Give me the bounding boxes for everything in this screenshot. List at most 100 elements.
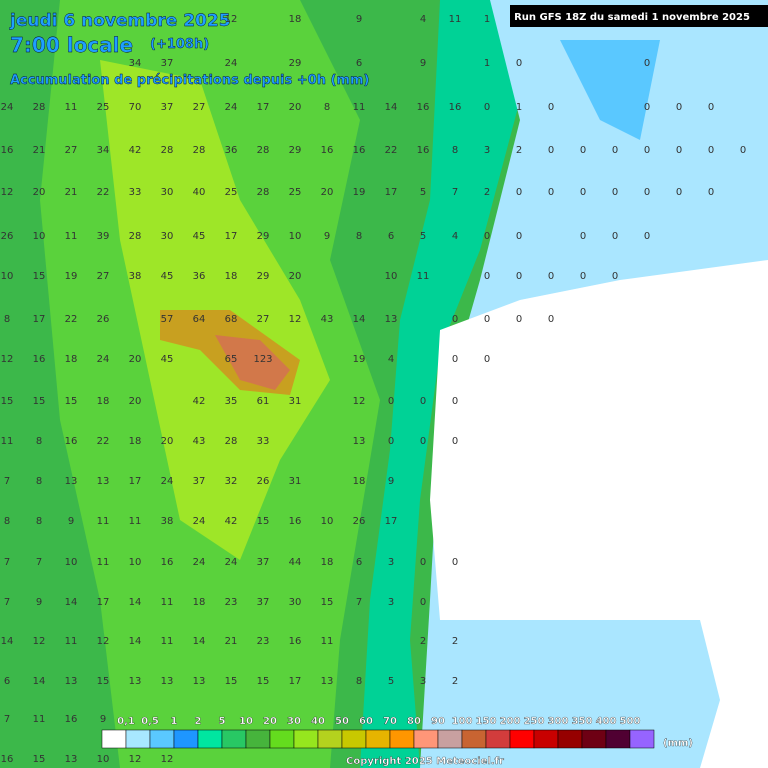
grid-value: 15 [257,516,270,527]
grid-value: 0 [516,271,522,282]
grid-value: 34 [97,145,110,156]
grid-value: 0 [548,187,554,198]
grid-value: 17 [385,187,398,198]
grid-value: 0 [452,396,458,407]
grid-value: 19 [353,354,366,365]
grid-value: 18 [289,14,302,25]
grid-value: 0 [516,231,522,242]
grid-value: 0 [420,396,426,407]
grid-value: 24 [225,557,238,568]
grid-value: 10 [289,231,302,242]
grid-value: 33 [129,187,142,198]
grid-value: 18 [353,476,366,487]
grid-value: 16 [1,754,14,765]
legend-swatch [581,729,607,749]
grid-value: 11 [1,436,14,447]
grid-value: 0 [548,271,554,282]
grid-value: 26 [1,231,14,242]
grid-value: 21 [65,187,78,198]
grid-value: 45 [161,271,174,282]
grid-value: 11 [97,516,110,527]
grid-value: 24 [1,102,14,113]
legend-label: 300 [548,716,569,727]
grid-value: 16 [65,436,78,447]
grid-value: 0 [516,187,522,198]
grid-value: 0 [644,102,650,113]
grid-value: 11 [97,557,110,568]
legend-swatch [293,729,319,749]
grid-value: 28 [129,231,142,242]
grid-value: 10 [65,557,78,568]
grid-value: 0 [388,436,394,447]
grid-value: 7 [4,714,10,725]
grid-value: 0 [484,314,490,325]
grid-value: 9 [420,58,426,69]
grid-value: 23 [257,636,270,647]
grid-value: 1 [484,58,490,69]
legend-swatch [197,729,223,749]
grid-value: 0 [708,145,714,156]
grid-value: 29 [257,271,270,282]
grid-value: 20 [289,102,302,113]
grid-value: 25 [97,102,110,113]
grid-value: 37 [161,102,174,113]
legend-label: 60 [359,716,373,727]
grid-value: 26 [353,516,366,527]
grid-value: 64 [193,314,206,325]
grid-value: 22 [385,145,398,156]
grid-value: 11 [449,14,462,25]
grid-value: 13 [97,476,110,487]
grid-value: 14 [1,636,14,647]
grid-value: 43 [193,436,206,447]
legend-swatch [485,729,511,749]
legend-label: 30 [287,716,301,727]
grid-value: 0 [548,314,554,325]
grid-value: 5 [420,187,426,198]
heavy-precip [215,335,290,390]
grid-value: 11 [321,636,334,647]
legend-swatch [461,729,487,749]
grid-value: 9 [100,714,106,725]
grid-value: 15 [33,271,46,282]
grid-value: 13 [321,676,334,687]
grid-value: 42 [225,516,238,527]
grid-value: 26 [257,476,270,487]
grid-value: 13 [129,676,142,687]
grid-value: 2 [452,636,458,647]
grid-value: 13 [385,314,398,325]
grid-value: 28 [161,145,174,156]
grid-value: 12 [33,636,46,647]
grid-value: 20 [289,271,302,282]
legend-label: 100 [452,716,473,727]
grid-value: 0 [420,597,426,608]
grid-value: 0 [580,145,586,156]
grid-value: 2 [484,187,490,198]
legend-label: 90 [431,716,445,727]
grid-value: 61 [257,396,270,407]
grid-value: 17 [289,676,302,687]
grid-value: 2 [516,145,522,156]
legend-swatch [149,729,175,749]
grid-value: 25 [225,187,238,198]
grid-value: 35 [225,396,238,407]
time: 7:00 locale [10,33,133,57]
grid-value: 20 [129,396,142,407]
grid-value: 8 [36,436,42,447]
grid-value: 5 [420,231,426,242]
grid-value: 37 [193,476,206,487]
grid-value: 10 [385,271,398,282]
date: jeudi 6 novembre 2025 [9,11,231,31]
grid-value: 6 [356,557,362,568]
sea-dry [430,260,768,768]
grid-value: 17 [129,476,142,487]
grid-value: 0 [484,354,490,365]
grid-value: 42 [129,145,142,156]
grid-value: 25 [289,187,302,198]
grid-value: 14 [353,314,366,325]
grid-value: 8 [36,516,42,527]
legend-swatch [389,729,415,749]
grid-value: 12 [97,636,110,647]
grid-value: 11 [161,636,174,647]
grid-value: 3 [484,145,490,156]
